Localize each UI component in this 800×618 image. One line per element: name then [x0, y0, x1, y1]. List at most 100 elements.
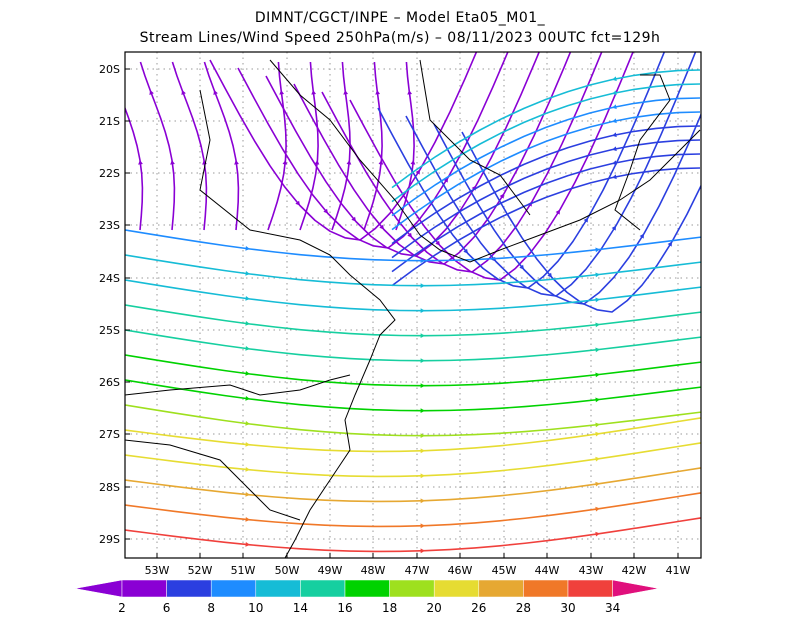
stream-arrow: [323, 208, 328, 214]
stream-arrow: [595, 247, 600, 253]
stream-arrow: [583, 217, 588, 223]
lat-tick-label: 23S: [99, 219, 120, 232]
lon-tick-label: 43W: [579, 564, 604, 577]
stream-arrow: [346, 160, 352, 165]
stream-arrow: [420, 358, 425, 364]
stream-arrow: [407, 232, 412, 238]
lat-tick-label: 20S: [99, 63, 120, 76]
stream-arrow: [420, 448, 425, 454]
lon-tick-label: 47W: [405, 564, 430, 577]
stream-arrow: [595, 456, 600, 462]
stream-arrow: [245, 516, 250, 522]
colorbar-label: 8: [207, 601, 215, 615]
streamline: [125, 329, 701, 362]
stream-arrow: [245, 271, 250, 276]
stream-arrow: [463, 248, 468, 254]
lon-tick-label: 49W: [318, 564, 343, 577]
streamline: [171, 61, 208, 231]
streamline: [125, 379, 701, 412]
stream-arrow: [314, 160, 320, 165]
coastline-and-borders: [125, 59, 701, 558]
lon-tick-label: 52W: [188, 564, 213, 577]
state-border: [125, 439, 301, 521]
state-border: [419, 59, 531, 216]
colorbar-segment: [166, 579, 212, 598]
streamline: [391, 153, 701, 273]
stream-arrow: [435, 240, 440, 246]
colorbar-right-arrow: [612, 579, 659, 598]
streamline: [125, 279, 701, 312]
colorbar-segment: [121, 579, 167, 598]
stream-arrow: [595, 347, 600, 353]
stream-arrow: [595, 322, 600, 328]
stream-arrow: [245, 346, 250, 351]
streamline: [125, 417, 701, 453]
colorbar-label: 18: [382, 601, 397, 615]
stream-arrow: [245, 441, 250, 447]
streamline: [299, 61, 319, 231]
stream-arrow: [595, 372, 600, 378]
stream-arrow: [170, 160, 175, 165]
streamline: [125, 229, 701, 262]
lat-tick-label: 24S: [99, 272, 120, 285]
stream-arrow: [612, 174, 617, 180]
stream-arrow: [407, 90, 413, 95]
state-border: [125, 374, 351, 396]
stream-arrow: [499, 193, 504, 199]
colorbar-label: 30: [560, 601, 575, 615]
colorbar-label: 20: [427, 601, 442, 615]
stream-arrow: [595, 422, 600, 428]
colorbar-label: 28: [516, 601, 531, 615]
stream-arrow: [245, 246, 250, 251]
coastline: [284, 254, 396, 558]
stream-arrow: [420, 473, 425, 479]
streamline: [391, 125, 701, 245]
lat-tick-label: 26S: [99, 376, 120, 389]
stream-arrow: [612, 160, 617, 166]
stream-arrow: [420, 433, 425, 439]
colorbar-segment: [567, 579, 613, 598]
stream-arrow: [667, 241, 672, 247]
stream-arrow: [595, 272, 600, 278]
stream-arrow: [138, 160, 143, 165]
stream-arrow: [420, 283, 425, 289]
streamline: [391, 83, 701, 203]
stream-arrow: [595, 481, 600, 487]
stream-arrow: [595, 506, 600, 512]
stream-arrow: [245, 421, 250, 426]
lon-tick-label: 50W: [275, 564, 300, 577]
stream-arrow: [410, 160, 416, 165]
stream-arrow: [443, 177, 448, 183]
lon-tick-label: 53W: [145, 564, 170, 577]
streamline: [391, 167, 701, 287]
stream-arrow: [555, 209, 560, 215]
streamline: [125, 304, 701, 337]
colorbar-label: 2: [118, 601, 126, 615]
streamline: [395, 61, 415, 231]
streamline: [363, 61, 383, 231]
stream-arrow: [234, 160, 239, 165]
streamline: [331, 61, 351, 231]
stream-arrow: [343, 90, 349, 95]
stream-arrow: [612, 146, 617, 152]
stream-arrow: [612, 104, 617, 110]
lat-tick-label: 21S: [99, 115, 120, 128]
streamline: [391, 111, 701, 231]
streamline: [125, 517, 701, 553]
colorbar-segment: [389, 579, 435, 598]
streamline: [391, 69, 701, 189]
streamlines: [125, 52, 701, 554]
stream-arrow: [415, 169, 420, 175]
stream-arrow: [245, 321, 250, 326]
colorbar-label: 10: [248, 601, 263, 615]
stream-arrow: [547, 272, 552, 278]
stream-arrow: [279, 90, 285, 95]
stream-arrow: [420, 383, 425, 389]
stream-arrow: [420, 498, 425, 504]
stream-arrow: [595, 297, 600, 303]
stream-arrow: [245, 466, 250, 472]
stream-arrow: [351, 216, 356, 222]
colorbar-label: 34: [605, 601, 620, 615]
stream-arrow: [420, 548, 425, 554]
